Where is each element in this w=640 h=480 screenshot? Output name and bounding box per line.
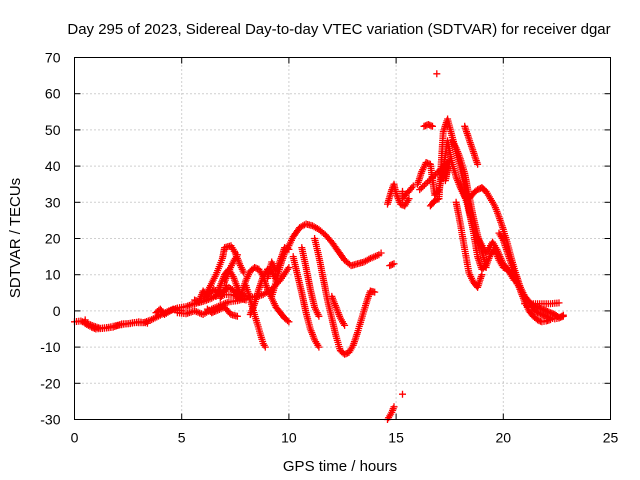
x-tick-label: 0 <box>71 430 79 446</box>
data-point <box>178 307 186 315</box>
y-tick-label: 70 <box>45 50 61 66</box>
data-point <box>284 317 291 325</box>
y-tick-label: 50 <box>45 122 61 138</box>
data-point <box>365 255 373 263</box>
data-point <box>223 282 231 290</box>
data-point <box>315 343 323 351</box>
data-point <box>428 173 436 181</box>
x-axis-label: GPS time / hours <box>283 458 397 475</box>
data-point <box>480 186 488 194</box>
x-tick-label: 5 <box>178 430 186 446</box>
y-tick-label: -10 <box>40 339 60 355</box>
data-point <box>424 178 432 186</box>
data-point <box>429 122 436 130</box>
data-point <box>215 289 223 297</box>
data-point <box>444 164 452 172</box>
data-point <box>285 245 293 253</box>
y-tick-label: -30 <box>40 412 60 428</box>
data-point <box>479 185 487 193</box>
data-point <box>341 321 349 329</box>
data-point <box>315 312 323 320</box>
data-point <box>482 264 490 271</box>
x-tick-label: 20 <box>496 430 512 446</box>
data-point <box>474 160 482 168</box>
data-point <box>408 184 416 192</box>
data-point <box>399 390 406 398</box>
data-point <box>233 251 241 259</box>
data-point <box>390 260 398 268</box>
data-point <box>559 311 567 319</box>
axis-ticks <box>74 57 611 420</box>
x-tick-label: 25 <box>603 430 619 446</box>
data-point <box>390 403 398 411</box>
data-point <box>409 182 417 190</box>
data-point <box>433 70 441 78</box>
data-point <box>547 316 554 324</box>
data-point <box>558 312 566 320</box>
y-tick-label: 40 <box>45 158 61 174</box>
data-point <box>432 170 439 178</box>
data-point <box>405 195 413 203</box>
chart-title: Day 295 of 2023, Sidereal Day-to-day VTE… <box>67 21 610 38</box>
y-tick-label: 10 <box>45 267 61 283</box>
data-point <box>77 317 85 325</box>
data-point <box>234 293 242 301</box>
data-point <box>285 318 293 326</box>
data-point <box>371 288 379 296</box>
data-point <box>427 175 435 183</box>
gridlines <box>74 57 611 420</box>
y-tick-label: 20 <box>45 231 61 247</box>
data-point <box>242 296 250 304</box>
data-point <box>143 319 151 327</box>
data-point <box>433 169 441 177</box>
data-point <box>435 167 443 175</box>
data-point <box>422 180 430 187</box>
data-point <box>419 183 427 191</box>
data-point <box>416 186 424 194</box>
data-point <box>233 312 241 320</box>
x-tick-label: 10 <box>281 430 297 446</box>
y-tick-label: 60 <box>45 86 61 102</box>
data-point <box>430 172 438 180</box>
data-point <box>478 271 486 279</box>
data-series-sdtvar <box>71 70 567 423</box>
data-point <box>261 343 269 351</box>
y-tick-label: -20 <box>40 375 60 391</box>
tick-labels: 0 5 10 15 20 25 -30 -20 -10 0 10 20 30 40 50 60 70 <box>40 50 618 446</box>
x-tick-label: 15 <box>388 430 404 446</box>
data-point <box>285 264 293 271</box>
data-point <box>555 299 563 307</box>
data-point <box>377 249 385 257</box>
data-point <box>425 177 433 184</box>
data-point <box>510 276 518 284</box>
y-axis-label: SDTVAR / TECUs <box>7 178 24 298</box>
data-point <box>417 184 425 192</box>
data-point <box>420 181 428 189</box>
data-point <box>436 166 444 174</box>
y-tick-label: 30 <box>45 194 61 210</box>
y-tick-label: 0 <box>53 303 61 319</box>
